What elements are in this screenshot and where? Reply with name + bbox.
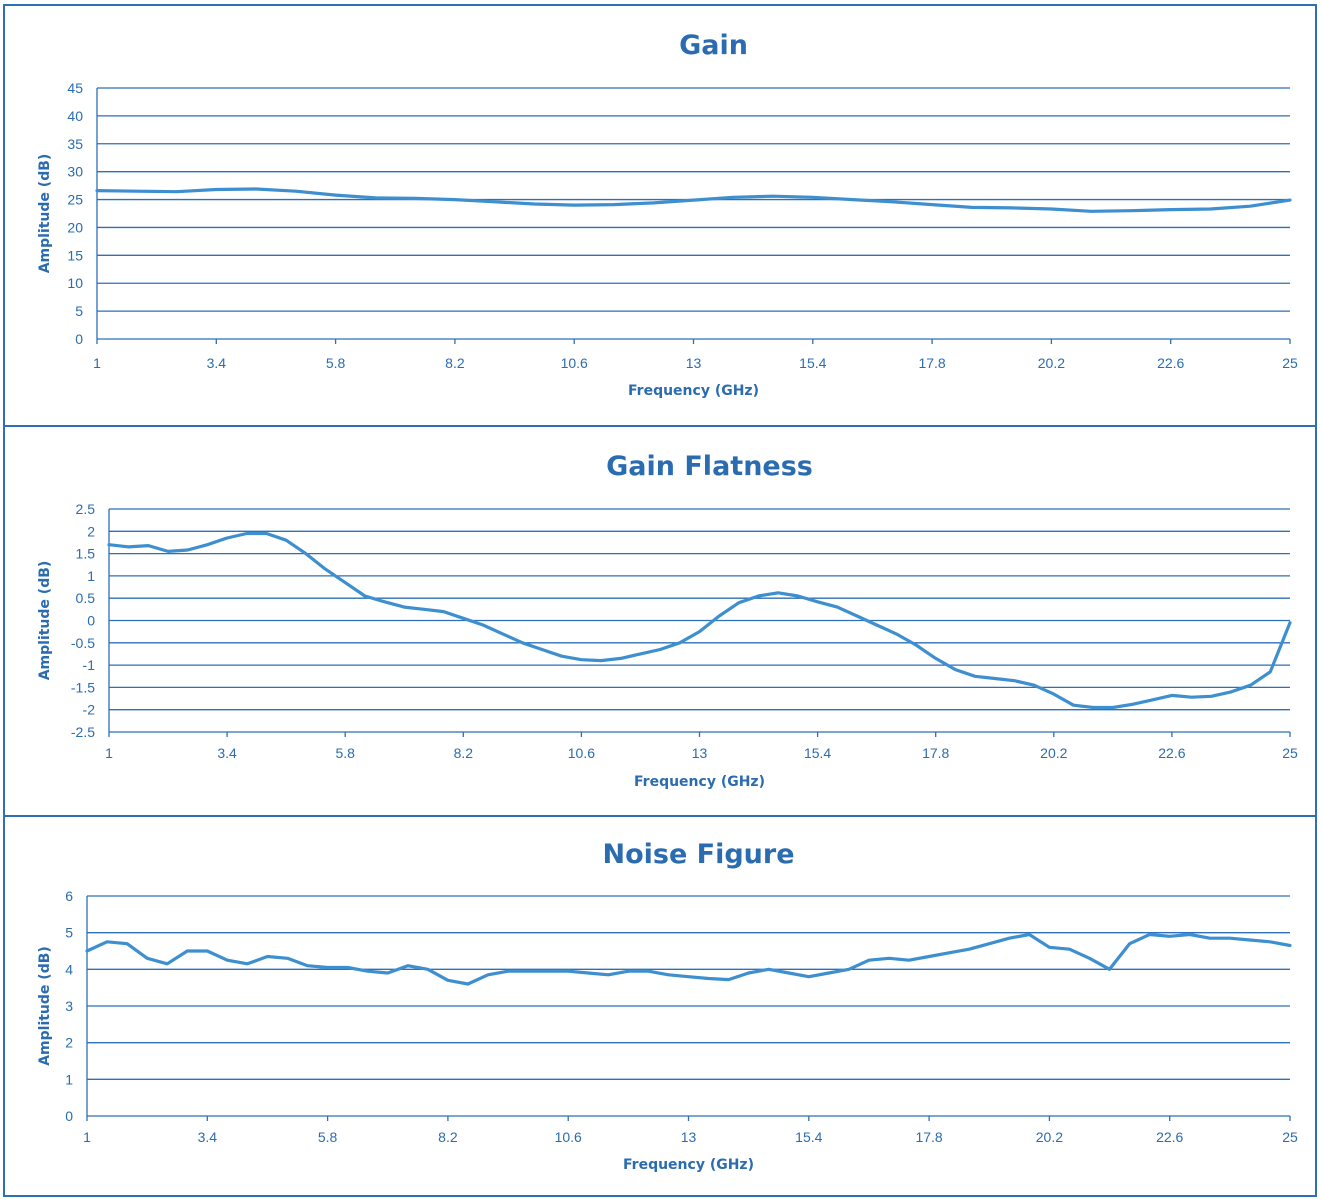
x-tick-label: 17.8	[918, 355, 945, 371]
y-tick-label: 0	[75, 331, 83, 347]
y-tick-label: -0.5	[71, 635, 95, 651]
series-line	[85, 932, 1292, 986]
x-tick-label: 25	[1282, 355, 1298, 371]
x-tick-label: 25	[1282, 745, 1298, 761]
y-axis-title: Amplitude (dB)	[37, 154, 53, 274]
y-axis-title: Amplitude (dB)	[37, 946, 53, 1066]
series-line	[107, 531, 1292, 710]
x-tick-label: 10.6	[568, 745, 595, 761]
x-tick-label: 15.4	[804, 745, 831, 761]
x-tick-label: 15.4	[795, 1129, 822, 1145]
x-tick-label: 8.2	[454, 745, 474, 761]
chart-title: Gain	[679, 30, 748, 61]
y-tick-label: 6	[65, 888, 73, 904]
y-tick-label: 0	[87, 613, 95, 629]
x-tick-label: 3.4	[217, 745, 237, 761]
x-tick-label: 20.2	[1038, 355, 1065, 371]
x-tick-label: 5.8	[318, 1129, 338, 1145]
x-tick-label: 15.4	[799, 355, 826, 371]
y-tick-label: 0.5	[76, 590, 96, 606]
x-tick-label: 3.4	[198, 1129, 218, 1145]
y-tick-label: 25	[67, 192, 83, 208]
x-axis-title: Frequency (GHz)	[623, 1157, 754, 1173]
x-tick-label: 1	[105, 745, 113, 761]
x-tick-label: 22.6	[1157, 355, 1184, 371]
y-tick-label: 0	[65, 1108, 73, 1124]
y-tick-label: -1.5	[71, 679, 95, 695]
x-tick-label: 1	[93, 355, 101, 371]
chart-title: Noise Figure	[602, 839, 794, 870]
y-tick-label: 2	[87, 523, 95, 539]
y-tick-label: 1	[65, 1071, 73, 1087]
y-tick-label: -2	[83, 702, 96, 718]
x-tick-label: 10.6	[561, 355, 588, 371]
y-tick-label: 5	[65, 925, 73, 941]
gain-chart-panel: Gain 0 5 10 15 20 25 30 35 40 45 1 3.4 5.8 8.2 10.6 13 15…	[3, 4, 1317, 427]
y-tick-label: -1	[83, 657, 96, 673]
y-tick-label: 35	[67, 136, 83, 152]
x-tick-label: 3.4	[207, 355, 227, 371]
x-tick-label: 13	[692, 745, 708, 761]
y-tick-label: 30	[67, 164, 83, 180]
chart-title: Gain Flatness	[606, 451, 813, 482]
series-line	[95, 187, 1292, 213]
y-tick-label: 15	[67, 247, 83, 263]
x-tick-label: 25	[1282, 1129, 1298, 1145]
x-tick-label: 8.2	[438, 1129, 458, 1145]
x-tick-label: 13	[686, 355, 702, 371]
x-tick-label: 17.8	[915, 1129, 942, 1145]
x-tick-label: 5.8	[335, 745, 355, 761]
y-tick-label: 2.5	[76, 501, 96, 517]
x-tick-label: 22.6	[1156, 1129, 1183, 1145]
noise-figure-chart-panel: Noise Figure 0 1 2 3 4 5 6 1 3.4 5.8 8.2 10.6 13 15.4 1…	[3, 815, 1317, 1197]
y-tick-label: 20	[67, 219, 83, 235]
x-tick-label: 10.6	[555, 1129, 582, 1145]
y-tick-label: 2	[65, 1035, 73, 1051]
y-tick-label: 40	[67, 108, 83, 124]
y-axis-title: Amplitude (dB)	[37, 561, 53, 681]
x-axis-title: Frequency (GHz)	[628, 383, 759, 399]
x-tick-label: 5.8	[326, 355, 346, 371]
x-tick-label: 20.2	[1036, 1129, 1063, 1145]
x-tick-label: 13	[681, 1129, 697, 1145]
x-tick-label: 17.8	[922, 745, 949, 761]
y-tick-label: 4	[65, 961, 73, 977]
gain-chart: Gain 0 5 10 15 20 25 30 35 40 45 1 3.4 5.8 8.2 10.6 13 15…	[37, 30, 1298, 399]
y-tick-label: 45	[67, 80, 83, 96]
gain-flatness-chart-panel: Gain Flatness -2.5 -2 -1.5 -1 -0.5 0 0.5 1 1.5 2 2.…	[3, 425, 1317, 817]
x-tick-label: 1	[83, 1129, 91, 1145]
y-tick-label: 10	[67, 275, 83, 291]
gain-flatness-chart: Gain Flatness-2.5-2-1.5-1-0.500.511.522.…	[37, 451, 1298, 790]
x-axis-title: Frequency (GHz)	[634, 774, 765, 790]
y-tick-label: 1.5	[76, 546, 96, 562]
y-tick-label: 1	[87, 568, 95, 584]
x-tick-label: 8.2	[445, 355, 465, 371]
x-tick-label: 22.6	[1158, 745, 1185, 761]
y-tick-label: 3	[65, 998, 73, 1014]
x-tick-label: 20.2	[1040, 745, 1067, 761]
y-tick-label: 5	[75, 303, 83, 319]
y-tick-label: -2.5	[71, 724, 95, 740]
